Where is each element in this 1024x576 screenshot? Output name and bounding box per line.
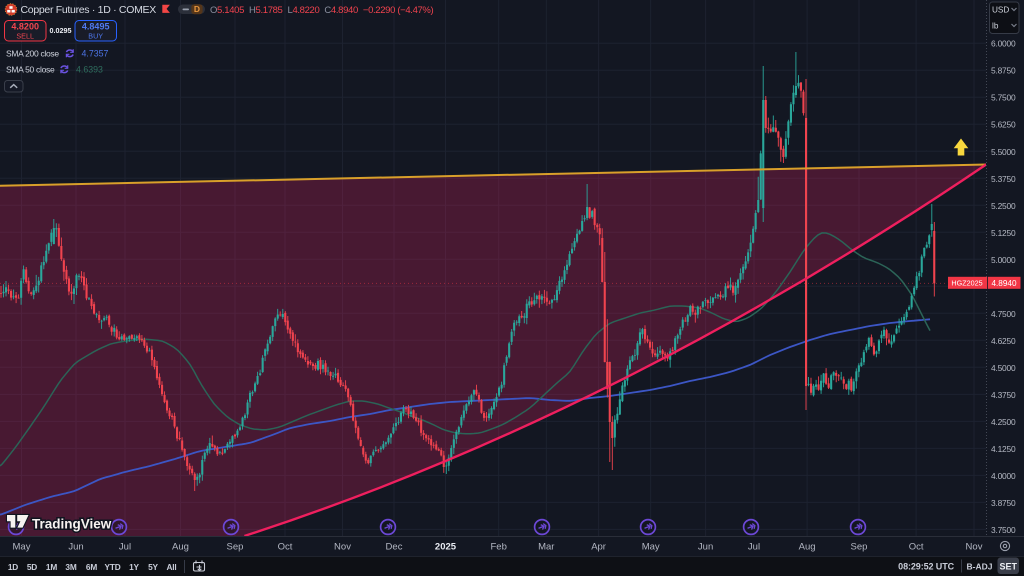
svg-text:lb: lb: [992, 21, 999, 30]
svg-text:3M: 3M: [65, 562, 76, 572]
svg-text:5.5000: 5.5000: [991, 147, 1016, 157]
svg-text:6.0000: 6.0000: [991, 39, 1016, 49]
svg-text:Jul: Jul: [119, 542, 131, 553]
svg-text:Nov: Nov: [966, 542, 983, 553]
svg-text:5.1250: 5.1250: [991, 228, 1016, 238]
svg-text:4.1250: 4.1250: [991, 444, 1016, 454]
svg-text:Sep: Sep: [851, 542, 868, 553]
svg-text:May: May: [642, 542, 660, 553]
svg-text:USD: USD: [992, 5, 1009, 14]
svg-text:Sep: Sep: [227, 542, 244, 553]
svg-text:4.7500: 4.7500: [991, 309, 1016, 319]
svg-text:SMA 50 close: SMA 50 close: [6, 65, 55, 75]
svg-text:4.6393: 4.6393: [76, 65, 103, 75]
svg-text:HGZ2025: HGZ2025: [951, 279, 982, 288]
svg-text:5D: 5D: [27, 562, 37, 572]
svg-text:0.0295: 0.0295: [50, 26, 72, 35]
svg-text:Nov: Nov: [334, 542, 351, 553]
svg-text:Aug: Aug: [172, 542, 189, 553]
svg-text:5Y: 5Y: [148, 562, 158, 572]
svg-text:5.7500: 5.7500: [991, 93, 1016, 103]
svg-text:4.8940: 4.8940: [991, 279, 1016, 288]
svg-text:4.5000: 4.5000: [991, 363, 1016, 373]
svg-text:SELL: SELL: [16, 32, 34, 41]
svg-text:Apr: Apr: [591, 542, 606, 553]
svg-text:TradingView: TradingView: [32, 517, 112, 532]
svg-text:May: May: [13, 542, 31, 553]
svg-text:Aug: Aug: [799, 542, 816, 553]
svg-text:5.0000: 5.0000: [991, 255, 1016, 265]
svg-text:4.8200: 4.8200: [11, 22, 39, 32]
svg-text:4.0000: 4.0000: [991, 471, 1016, 481]
svg-text:2025: 2025: [435, 542, 457, 553]
svg-text:3.7500: 3.7500: [991, 525, 1016, 535]
svg-text:YTD: YTD: [105, 562, 121, 572]
svg-text:1Y: 1Y: [129, 562, 139, 572]
svg-text:BUY: BUY: [88, 32, 103, 41]
svg-text:08:29:52 UTC: 08:29:52 UTC: [898, 562, 954, 572]
svg-text:SET: SET: [999, 562, 1017, 572]
svg-text:All: All: [166, 562, 176, 572]
svg-text:5.2500: 5.2500: [991, 201, 1016, 211]
svg-text:5.8750: 5.8750: [991, 66, 1016, 76]
svg-text:Dec: Dec: [386, 542, 403, 553]
svg-text:SMA 200 close: SMA 200 close: [6, 49, 59, 59]
svg-text:1M: 1M: [46, 562, 57, 572]
svg-text:1D: 1D: [8, 562, 18, 572]
svg-text:Jun: Jun: [68, 542, 83, 553]
svg-text:4.3750: 4.3750: [991, 390, 1016, 400]
svg-text:Jun: Jun: [698, 542, 713, 553]
svg-text:4.7357: 4.7357: [82, 49, 109, 59]
svg-text:B-ADJ: B-ADJ: [967, 562, 993, 572]
svg-text:Copper Futures · 1D · COMEX: Copper Futures · 1D · COMEX: [21, 4, 157, 16]
svg-text:Oct: Oct: [909, 542, 924, 553]
svg-text:4.6250: 4.6250: [991, 336, 1016, 346]
svg-text:5.6250: 5.6250: [991, 120, 1016, 130]
svg-text:5.3750: 5.3750: [991, 174, 1016, 184]
svg-text:6M: 6M: [86, 562, 97, 572]
svg-text:Mar: Mar: [538, 542, 554, 553]
svg-text:4.8495: 4.8495: [82, 22, 110, 32]
svg-text:Feb: Feb: [491, 542, 507, 553]
svg-text:4.2500: 4.2500: [991, 417, 1016, 427]
svg-text:Jul: Jul: [748, 542, 760, 553]
svg-text:Oct: Oct: [278, 542, 293, 553]
svg-text:D: D: [194, 4, 200, 14]
svg-text:3.8750: 3.8750: [991, 498, 1016, 508]
